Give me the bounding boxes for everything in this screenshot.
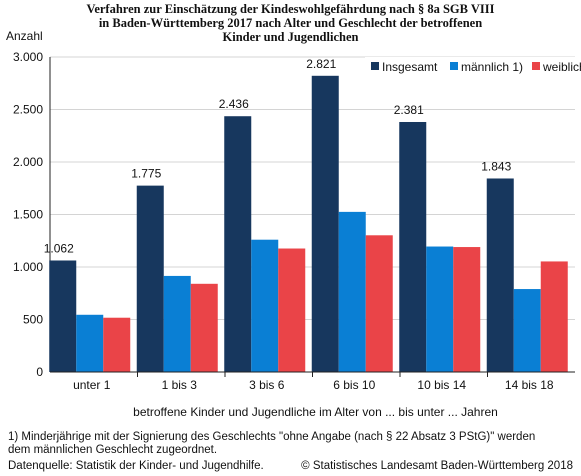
- legend-swatch: [532, 62, 540, 70]
- y-tick-label: 2.500: [13, 103, 43, 117]
- y-tick-label: 2.000: [13, 155, 43, 169]
- footnote-line: 1) Minderjährige mit der Signierung des …: [8, 431, 536, 443]
- bar: [224, 116, 252, 372]
- x-tick-label: 3 bis 6: [249, 378, 285, 392]
- bar: [365, 235, 393, 372]
- footnote: 1) Minderjährige mit der Signierung des …: [8, 431, 576, 456]
- bar: [311, 75, 339, 373]
- bars: 1.062 1.775 2.436 2.821 2.381 1.843: [44, 57, 568, 373]
- y-tick-label: 500: [23, 313, 43, 327]
- x-axis: unter 1 1 bis 3 3 bis 6 6 bis 10 10 bis 14 14…: [50, 371, 575, 392]
- bar: [190, 283, 218, 372]
- bar: [513, 289, 541, 372]
- x-tick-label: 10 bis 14: [417, 378, 466, 392]
- data-label: 1.775: [131, 167, 161, 181]
- bar: [278, 248, 306, 372]
- bar: [103, 317, 131, 372]
- legend-label: weiblich: [542, 60, 581, 74]
- bar: [251, 239, 279, 372]
- bar: [136, 185, 164, 372]
- legend: Insgesamt männlich 1) weiblich: [365, 57, 581, 77]
- bar: [163, 275, 191, 372]
- x-tick-label: unter 1: [73, 378, 111, 392]
- legend-label: männlich 1): [461, 60, 523, 74]
- data-label: 2.436: [219, 97, 249, 111]
- data-label: 1.843: [481, 159, 511, 173]
- bar: [540, 261, 568, 372]
- legend-swatch: [371, 62, 379, 70]
- y-axis: 0 500 1.000 1.500 2.000 2.500 3.000: [13, 50, 51, 379]
- bar: [453, 247, 481, 372]
- y-tick-label: 0: [36, 365, 43, 379]
- copyright: © Statistisches Landesamt Baden-Württemb…: [301, 460, 573, 472]
- bar: [338, 211, 366, 372]
- bar: [486, 178, 514, 372]
- chart-title-line: Kinder und Jugendlichen: [222, 30, 359, 44]
- data-label: 1.062: [44, 241, 74, 255]
- data-source: Datenquelle: Statistik der Kinder- und J…: [8, 460, 264, 472]
- chart-title-line: Verfahren zur Einschätzung der Kindeswoh…: [86, 2, 495, 16]
- x-tick-label: 1 bis 3: [162, 378, 198, 392]
- bar: [399, 121, 427, 373]
- chart-title-line: in Baden-Württemberg 2017 nach Alter und…: [98, 16, 483, 30]
- x-tick-label: 6 bis 10: [333, 378, 375, 392]
- y-tick-label: 3.000: [13, 50, 43, 64]
- y-tick-label: 1.500: [13, 208, 43, 222]
- bar: [426, 246, 454, 372]
- y-axis-label: Anzahl: [6, 29, 43, 43]
- data-label: 2.821: [306, 57, 336, 71]
- bar: [76, 314, 104, 372]
- y-tick-label: 1.000: [13, 260, 43, 274]
- footnote-line: dem männlichen Geschlecht zugeordnet.: [8, 443, 218, 456]
- x-axis-label: betroffene Kinder und Jugendliche im Alt…: [133, 405, 498, 419]
- legend-background: [365, 57, 577, 77]
- legend-label: Insgesamt: [382, 60, 438, 74]
- bar: [49, 260, 77, 372]
- x-tick-label: 14 bis 18: [505, 378, 554, 392]
- data-label: 2.381: [394, 103, 424, 117]
- legend-swatch: [450, 62, 458, 70]
- chart-title: Verfahren zur Einschätzung der Kindeswoh…: [50, 2, 531, 44]
